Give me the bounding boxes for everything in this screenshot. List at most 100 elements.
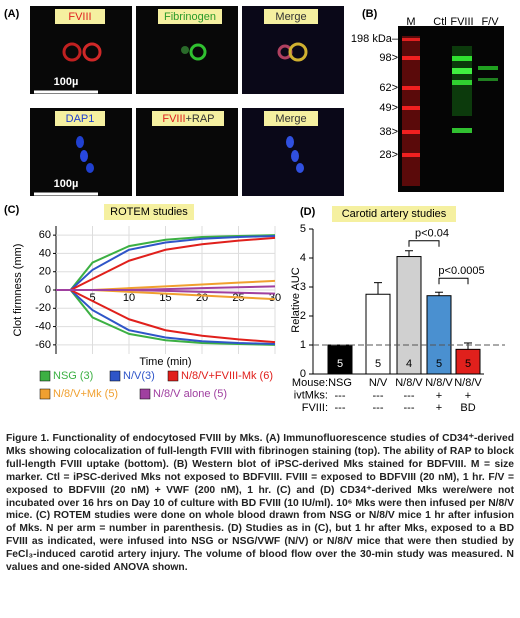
scale-bar-label: 100µ (54, 76, 79, 88)
category-label: N/V (369, 377, 388, 389)
caption-text: ) CD34⁺-derived Mks were/were not incuba… (6, 484, 515, 522)
stain-label: Fibrinogen (164, 11, 216, 23)
y-tick-label: 20 (39, 266, 51, 278)
y-tick-label: 2 (300, 310, 306, 322)
caption-text: ) and ( (287, 484, 324, 496)
size-marker: 198 kDa– (351, 33, 399, 45)
row-value: --- (404, 390, 415, 402)
legend-label: NSG (3) (53, 370, 93, 382)
category-label: N/8/V (454, 377, 482, 389)
legend-swatch (139, 388, 151, 400)
legend-swatch (39, 388, 51, 400)
title-box (332, 206, 456, 222)
caption-text: ) Studies as in (C), but 1 hr after Mks,… (6, 523, 515, 574)
row-value: --- (404, 402, 415, 414)
chart-title: Carotid artery studies (342, 208, 447, 220)
chart-title: ROTEM studies (110, 206, 188, 218)
y-tick-label: 60 (39, 229, 51, 241)
title-box (104, 204, 194, 220)
bar (396, 256, 422, 375)
stain-label: +RAP (185, 113, 214, 125)
series-line (56, 289, 276, 344)
n-label: 5 (465, 358, 471, 370)
lane-label: FVIII (450, 16, 473, 28)
stain-label: FVIII (68, 11, 91, 23)
western-blot (398, 26, 504, 192)
panel-label: (B) (362, 8, 378, 20)
row-value: + (436, 390, 442, 402)
significance-bracket (438, 277, 469, 285)
bar (426, 295, 452, 375)
y-tick-label: 5 (300, 223, 306, 235)
category-label: NSG (328, 377, 352, 389)
x-tick-label: 5 (89, 292, 95, 304)
row-label: ivtMks: (294, 389, 328, 401)
legend-label: N/8/V+FVIII-Mk (6) (181, 370, 273, 382)
legend-swatch (167, 370, 179, 382)
figure: (A) FVIII Fibrinogen Merge DAP1 FVIII +R… (4, 6, 505, 414)
y-tick-label: 4 (300, 252, 306, 264)
caption-text: D (323, 484, 331, 496)
stain-label: FVIII (162, 113, 185, 125)
n-label: 5 (375, 358, 381, 370)
caption-text: A (269, 433, 277, 444)
size-marker: 49> (379, 102, 398, 114)
y-axis-label: Relative AUC (290, 267, 302, 332)
panel-label: (D) (300, 206, 316, 218)
y-tick-label: 0 (45, 284, 51, 296)
row-value: + (436, 402, 442, 414)
caption-text: C (39, 510, 47, 522)
x-axis-label: Time (min) (139, 356, 191, 368)
row-label: FVIII: (302, 402, 328, 414)
caption-text: ) ROTEM studies were done on whole blood… (6, 510, 514, 535)
y-axis-label: Clot firmness (mm) (12, 244, 24, 337)
series-line (56, 289, 276, 295)
size-marker: 28> (379, 149, 398, 161)
row-value: --- (373, 390, 384, 402)
legend-swatch (39, 370, 51, 382)
y-tick-label: 0 (300, 368, 306, 380)
x-tick-label: 30 (269, 292, 281, 304)
legend-label: N/8/V+Mk (5) (53, 388, 118, 400)
row-value: --- (373, 402, 384, 414)
caption-text: ) Western blot of iPSC-derived Mks stain… (6, 458, 514, 496)
row-value: + (465, 390, 471, 402)
y-tick-label: 40 (39, 247, 51, 259)
x-tick-label: 20 (196, 292, 208, 304)
row-value: --- (335, 390, 346, 402)
caption-text: C (279, 484, 288, 496)
scale-bar-label: 100µ (54, 178, 79, 190)
caption-text: B (176, 458, 185, 470)
y-tick-label: 1 (300, 339, 306, 351)
panel-label: (C) (4, 204, 20, 216)
x-tick-label: 10 (123, 292, 135, 304)
size-marker: 38> (379, 126, 398, 138)
lane-label: Ctl (433, 16, 446, 28)
n-label: 5 (436, 358, 442, 370)
bar (455, 348, 481, 375)
row-value: --- (335, 402, 346, 414)
stain-label: Merge (275, 113, 306, 125)
significance-bracket (408, 240, 440, 247)
p-value: p<0.0005 (438, 265, 484, 277)
stain-label: Merge (275, 11, 306, 23)
category-label: N/8/V (395, 377, 423, 389)
p-value: p<0.04 (415, 228, 449, 240)
caption-text: . ( (259, 433, 270, 444)
series-line (56, 236, 276, 291)
series-line (56, 289, 276, 345)
y-tick-label: -40 (35, 320, 51, 332)
caption-text: Figure 1. Functionality of endocytosed F… (6, 433, 260, 444)
micrographs (30, 6, 344, 196)
bar (365, 293, 391, 375)
figure-caption: Figure 1. Functionality of endocytosed F… (6, 433, 514, 575)
legend-label: N/V(3) (123, 370, 155, 382)
lane-label: F/V (481, 16, 499, 28)
bar (327, 344, 353, 375)
row-value: BD (460, 402, 475, 414)
size-marker: 62> (379, 82, 398, 94)
lane-label: M (406, 16, 415, 28)
size-marker: 98> (379, 52, 398, 64)
panel-label: (A) (4, 8, 20, 20)
